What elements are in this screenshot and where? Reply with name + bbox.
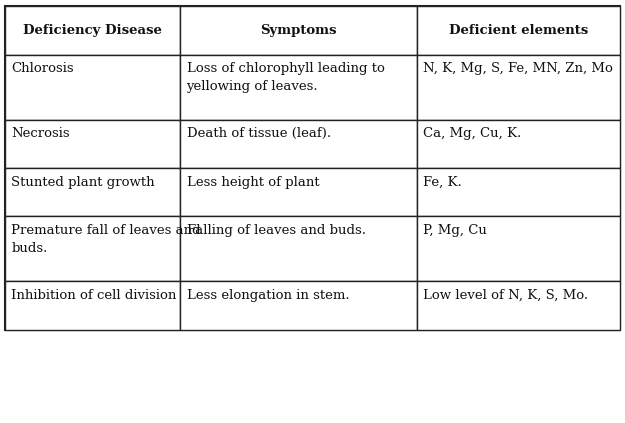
Text: Less elongation in stem.: Less elongation in stem. (186, 289, 349, 302)
Bar (5, 120, 180, 168)
Bar (180, 6, 417, 55)
Bar (180, 168, 417, 217)
Bar (5, 168, 180, 217)
Text: N, K, Mg, S, Fe, MN, Zn, Mo: N, K, Mg, S, Fe, MN, Zn, Mo (423, 62, 613, 75)
Bar (180, 281, 417, 330)
Text: Less height of plant: Less height of plant (186, 176, 319, 189)
Text: Chlorosis: Chlorosis (11, 62, 74, 75)
Bar (180, 55, 417, 120)
Bar (5, 6, 620, 330)
Text: Falling of leaves and buds.: Falling of leaves and buds. (186, 224, 366, 237)
Bar (5, 217, 180, 281)
Text: Loss of chlorophyll leading to
yellowing of leaves.: Loss of chlorophyll leading to yellowing… (186, 62, 384, 93)
Text: Premature fall of leaves and
buds.: Premature fall of leaves and buds. (11, 224, 201, 255)
Bar (5, 55, 180, 120)
Text: Necrosis: Necrosis (11, 127, 70, 140)
Text: Symptoms: Symptoms (261, 24, 337, 37)
Bar (417, 281, 620, 330)
Text: P, Mg, Cu: P, Mg, Cu (423, 224, 487, 237)
Bar (180, 120, 417, 168)
Text: Low level of N, K, S, Mo.: Low level of N, K, S, Mo. (423, 289, 588, 302)
Bar (5, 281, 180, 330)
Bar (180, 217, 417, 281)
Text: Fe, K.: Fe, K. (423, 176, 462, 189)
Text: Deficient elements: Deficient elements (449, 24, 588, 37)
Bar (417, 55, 620, 120)
Text: Inhibition of cell division: Inhibition of cell division (11, 289, 177, 302)
Bar (417, 120, 620, 168)
Text: Ca, Mg, Cu, K.: Ca, Mg, Cu, K. (423, 127, 521, 140)
Bar (417, 6, 620, 55)
Text: Deficiency Disease: Deficiency Disease (23, 24, 162, 37)
Text: Death of tissue (leaf).: Death of tissue (leaf). (186, 127, 331, 140)
Text: Stunted plant growth: Stunted plant growth (11, 176, 155, 189)
Bar (5, 6, 180, 55)
Bar (417, 217, 620, 281)
Bar (417, 168, 620, 217)
